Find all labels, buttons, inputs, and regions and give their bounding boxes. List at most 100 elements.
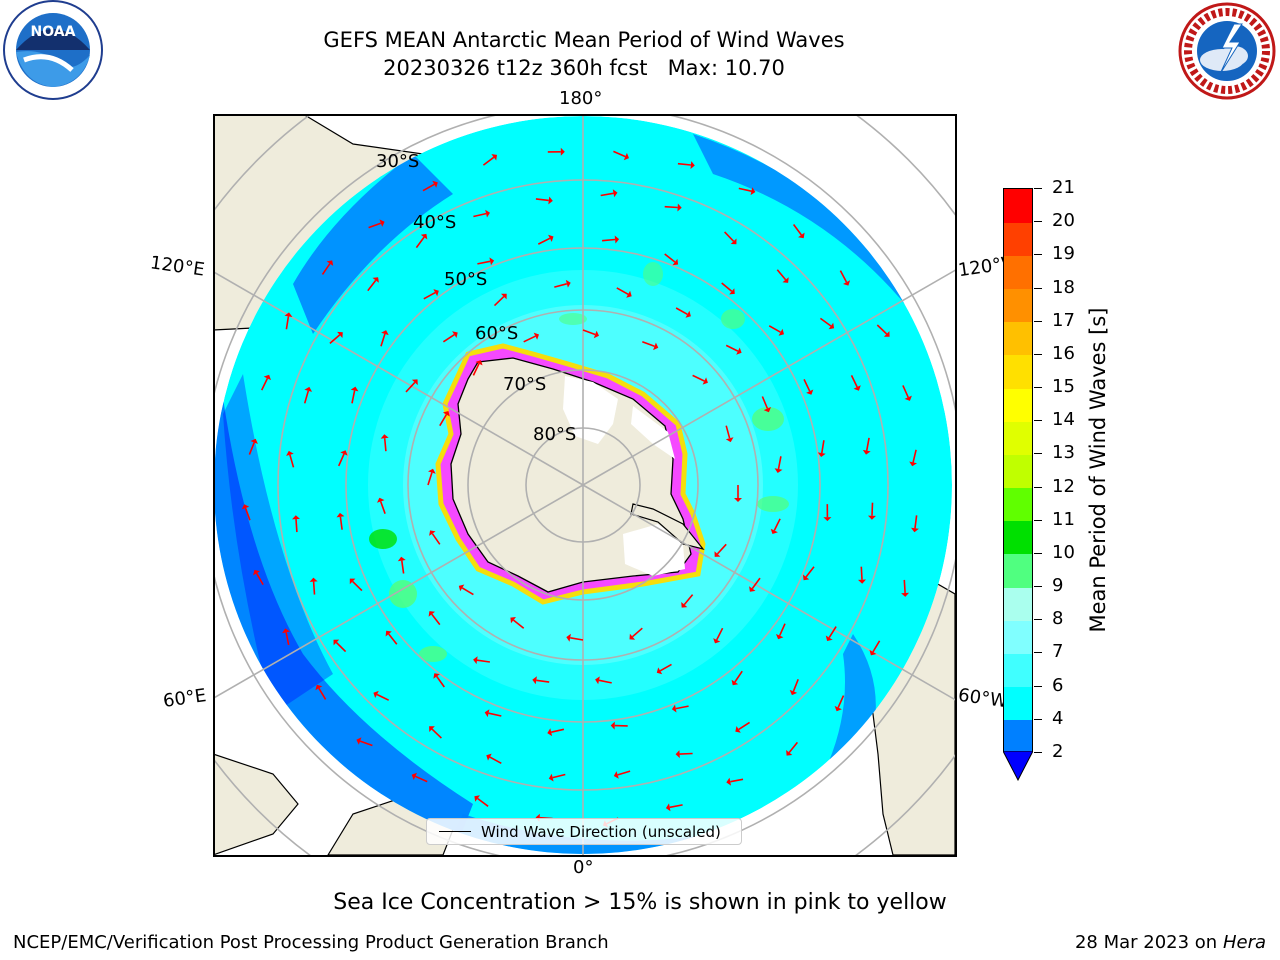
wave-direction-arrow [513,619,525,629]
wave-direction-arrowhead [825,635,833,641]
wave-direction-arrow [489,756,502,765]
colorbar-tick-label: 15 [1052,376,1075,398]
wave-direction-arrowhead [350,386,359,392]
wave-direction-arrowhead [452,331,458,338]
wave-direction-arrow [388,633,398,645]
colorbar-tick [1034,586,1042,588]
wave-direction-arrow [617,770,631,776]
wave-direction-arrowhead [904,395,912,401]
footer-date: 28 Mar 2023 on Hera [1075,932,1266,953]
wave-direction-arrowhead [901,592,910,597]
legend-line-swatch [439,830,471,833]
wave-direction-arrow [439,414,448,427]
wave-direction-arrow [730,778,744,783]
wave-direction-arrow [716,543,727,555]
wave-direction-arrow [803,379,811,392]
colorbar-tick-label: 9 [1052,575,1064,597]
wave-direction-arrowhead [778,328,784,336]
wave-direction-arrow [819,317,832,327]
colorbar-segment [1004,288,1032,323]
colorbar-tick-label: 7 [1052,641,1064,663]
wave-direction-arrowhead [241,504,250,510]
wave-direction-arrowhead [610,721,615,730]
lat-label-70s: 70°S [503,374,547,395]
wave-direction-arrow [255,572,264,585]
wave-direction-arrowhead [729,288,735,295]
wave-direction-arrow [552,773,566,779]
wave-direction-arrow [828,626,837,639]
wave-direction-arrow [482,156,495,166]
wave-direction-arrowhead [263,374,271,381]
wave-direction-arrowhead [373,690,379,698]
wave-direction-arrowhead [776,634,784,640]
wave-direction-arrow [493,296,505,307]
wave-direction-arrowhead [475,360,483,366]
wave-direction-arrowhead [566,633,571,642]
wave-direction-arrowhead [253,569,260,576]
wave-direction-arrowhead [909,461,917,467]
wave-direction-arrowhead [911,527,919,533]
wave-direction-arrow [570,637,584,641]
wave-direction-arrowhead [429,530,436,536]
colorbar-tick-label: 12 [1052,475,1075,497]
wave-direction-arrow [600,192,614,197]
wave-direction-arrow [675,705,689,710]
wave-direction-arrowhead [735,726,741,733]
wave-direction-arrowhead [828,322,835,330]
colorbar-tick-label: 18 [1052,276,1075,298]
wave-direction-arrow [631,627,643,638]
wave-direction-arrowhead [782,277,789,283]
wave-direction-arrow [776,269,787,281]
ross-ice-shelf [563,376,618,444]
wave-direction-arrow [554,283,568,288]
wave-direction-arrowhead [681,602,688,608]
wave-direction-arrowhead [653,342,659,351]
polar-map [213,114,955,855]
wave-direction-arrowhead [750,187,756,196]
wave-direction-arrow [724,231,735,242]
colorbar-segment [1004,553,1032,588]
wave-direction-arrow [871,502,874,516]
wave-direction-arrowhead [614,235,620,244]
colorbar-tick [1034,718,1042,720]
wave-direction-arrow [738,721,751,731]
wave-direction-arrowhead [326,260,334,266]
wave-direction-arrowhead [626,290,632,298]
wave-direction-arrowhead [802,574,810,581]
chart-title: GEFS MEAN Antarctic Mean Period of Wind … [214,26,954,82]
wave-direction-arrow [318,687,327,700]
colorbar-tick [1034,752,1042,753]
wave-direction-arrowhead [677,203,682,212]
colorbar-tick-label: 11 [1052,508,1075,530]
wave-direction-arrow [715,627,724,641]
wave-direction-arrowhead [817,452,826,457]
wave-direction-arrowhead [593,330,599,339]
graticule [213,114,955,855]
wave-direction-arrow [788,741,799,754]
wind-wave-direction-arrows [241,147,919,828]
wave-direction-arrowhead [429,726,435,732]
wave-direction-arrowhead [442,411,450,417]
wave-direction-arrow [725,425,731,439]
wave-direction-arrowhead [356,737,362,745]
wave-direction-arrowhead [690,161,695,169]
wave-direction-arrow [659,663,672,672]
wave-direction-arrowhead [789,689,798,696]
colorbar-segment [1004,388,1032,422]
wave-direction-arrow [244,507,251,521]
wave-direction-arrow [616,287,629,295]
wave-direction-arrowhead [284,312,293,317]
colorbar-tick [1034,619,1042,621]
colorbar-segment [1004,255,1032,290]
wave-direction-arrow [642,341,655,348]
wave-direction-arrowhead [798,232,805,239]
wave-direction-arrowhead [736,347,742,355]
lon-label-60w: 60°W [956,684,1009,713]
wave-direction-arrowhead [869,649,877,656]
wave-direction-arrowhead [823,517,832,522]
wave-direction-arrow [582,329,596,336]
wave-direction-arrowhead [340,450,348,456]
wave-direction-arrowhead [433,673,440,679]
wave-direction-arrow [805,566,815,578]
wave-direction-arrow [476,659,491,663]
